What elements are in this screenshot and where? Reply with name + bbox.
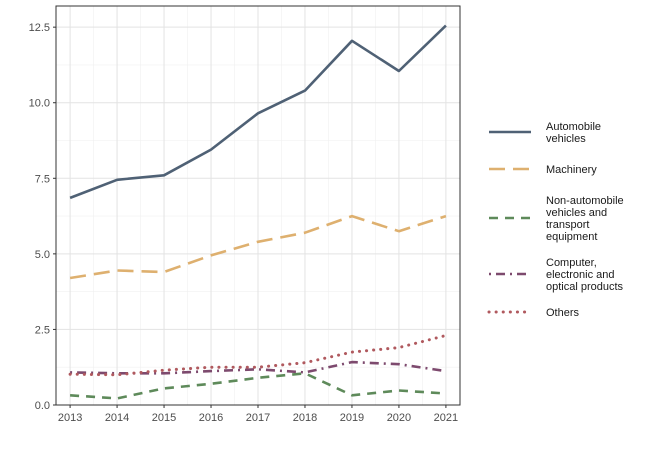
legend-label: Machinery [546,164,597,176]
x-tick-label: 2014 [105,412,129,424]
legend-label: vehicles [546,133,586,145]
series-line-non-automobile-vehicles-and-transport-equipment [70,371,446,400]
legend-label: Computer, [546,257,597,269]
y-tick-label: 0.0 [35,400,50,412]
x-tick-label: 2013 [58,412,82,424]
x-tick-label: 2020 [387,412,411,424]
x-tick-label: 2018 [293,412,317,424]
y-tick-label: 12.5 [29,22,50,34]
grid-lines [56,6,460,406]
x-tick-label: 2019 [340,412,364,424]
y-tick-label: 2.5 [35,324,50,336]
series-line-automobile-vehicles [69,24,447,200]
legend-label: Automobile [546,121,601,133]
series-line-machinery [69,214,447,280]
legend-label: Non-automobile [546,195,624,207]
y-tick-label: 7.5 [35,173,50,185]
y-tick-label: 10.0 [29,98,50,110]
legend-label: equipment [546,231,597,243]
legend-label: transport [546,219,589,231]
legend-label: electronic and [546,269,615,281]
legend-label: vehicles and [546,207,607,219]
legend-label: optical products [546,281,624,293]
x-tick-label: 2021 [434,412,458,424]
x-tick-label: 2015 [152,412,176,424]
x-tick-label: 2017 [246,412,270,424]
series-lines [68,24,448,400]
y-tick-label: 5.0 [35,249,50,261]
axes: 0.0 2.5 5.0 7.5 10.0 12.5 2013 2014 2015 2016 2017… [29,22,459,424]
series-line-others [68,334,448,377]
x-tick-label: 2016 [199,412,223,424]
legend-label: Others [546,307,580,319]
